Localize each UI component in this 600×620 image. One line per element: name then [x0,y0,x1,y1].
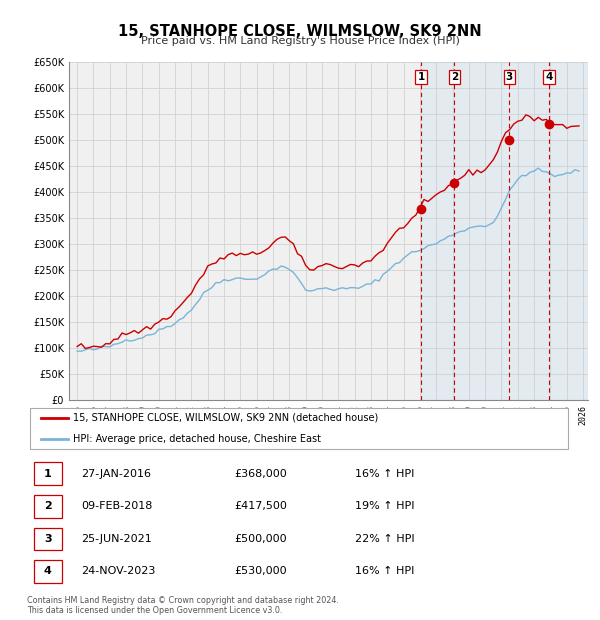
Text: £500,000: £500,000 [235,534,287,544]
Text: 2: 2 [451,72,458,82]
Text: 09-FEB-2018: 09-FEB-2018 [82,502,153,512]
FancyBboxPatch shape [34,495,62,518]
Text: 4: 4 [545,72,553,82]
Text: 3: 3 [506,72,513,82]
FancyBboxPatch shape [34,463,62,485]
Text: 15, STANHOPE CLOSE, WILMSLOW, SK9 2NN (detached house): 15, STANHOPE CLOSE, WILMSLOW, SK9 2NN (d… [73,413,379,423]
Text: 3: 3 [44,534,52,544]
Text: Contains HM Land Registry data © Crown copyright and database right 2024.
This d: Contains HM Land Registry data © Crown c… [27,596,339,615]
FancyBboxPatch shape [30,408,568,449]
Text: 27-JAN-2016: 27-JAN-2016 [82,469,152,479]
FancyBboxPatch shape [34,528,62,551]
Bar [421,62,591,400]
Text: 15, STANHOPE CLOSE, WILMSLOW, SK9 2NN: 15, STANHOPE CLOSE, WILMSLOW, SK9 2NN [118,24,482,38]
Text: £417,500: £417,500 [235,502,287,512]
Text: 24-NOV-2023: 24-NOV-2023 [82,567,156,577]
Text: Price paid vs. HM Land Registry's House Price Index (HPI): Price paid vs. HM Land Registry's House … [140,36,460,46]
Text: £530,000: £530,000 [235,567,287,577]
Text: 22% ↑ HPI: 22% ↑ HPI [355,534,414,544]
Text: HPI: Average price, detached house, Cheshire East: HPI: Average price, detached house, Ches… [73,434,322,444]
Text: 16% ↑ HPI: 16% ↑ HPI [355,567,414,577]
Text: 25-JUN-2021: 25-JUN-2021 [82,534,152,544]
Text: 2: 2 [44,502,52,512]
Text: 19% ↑ HPI: 19% ↑ HPI [355,502,414,512]
Text: 4: 4 [44,567,52,577]
Text: 16% ↑ HPI: 16% ↑ HPI [355,469,414,479]
Text: 1: 1 [44,469,52,479]
FancyBboxPatch shape [34,560,62,583]
Text: £368,000: £368,000 [235,469,287,479]
Text: 1: 1 [418,72,425,82]
